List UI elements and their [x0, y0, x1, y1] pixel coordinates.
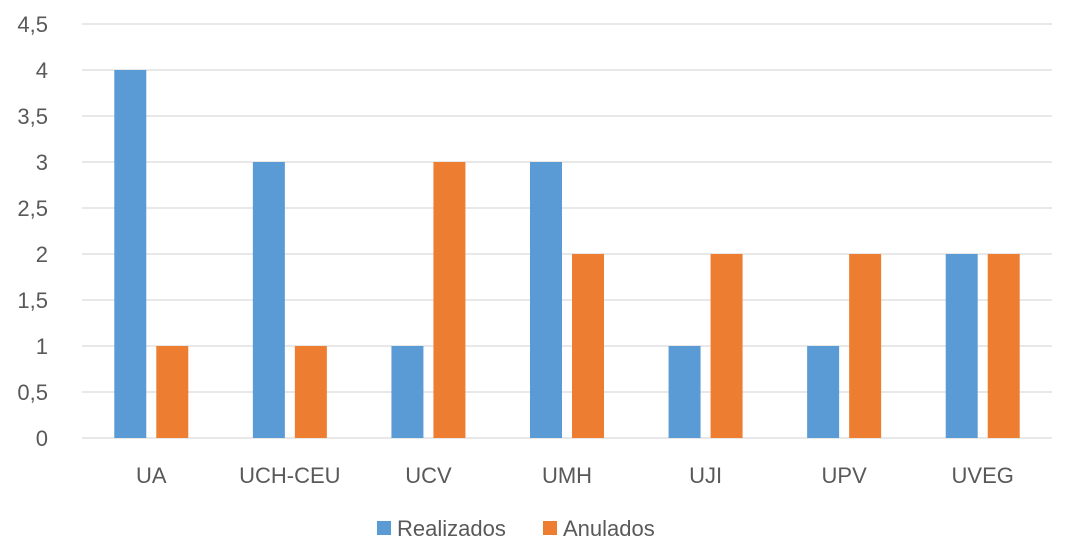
bar-realizados-uveg — [945, 254, 978, 438]
y-tick-label: 1 — [36, 334, 48, 359]
y-tick-label: 0 — [36, 426, 48, 451]
bar-realizados-upv — [807, 346, 840, 438]
y-tick-label: 4,5 — [17, 12, 48, 37]
legend: Realizados Anulados — [377, 516, 655, 541]
bar-anulados-upv — [849, 254, 882, 438]
x-tick-label: UCV — [405, 463, 452, 488]
x-tick-label: UCH-CEU — [239, 463, 340, 488]
bar-anulados-uveg — [987, 254, 1020, 438]
legend-label-anulados: Anulados — [563, 516, 655, 541]
y-tick-label: 3,5 — [17, 104, 48, 129]
bar-realizados-umh — [530, 162, 562, 438]
x-tick-label: UPV — [822, 463, 868, 488]
x-axis-ticks: UA UCH-CEU UCV UMH UJI UPV UVEG — [136, 463, 1014, 488]
x-tick-label: UA — [136, 463, 167, 488]
bar-anulados-uch-ceu — [294, 346, 327, 438]
y-tick-label: 3 — [36, 150, 48, 175]
bars — [114, 70, 1020, 438]
y-tick-label: 0,5 — [17, 380, 48, 405]
bar-anulados-uji — [710, 254, 743, 438]
bar-realizados-ucv — [391, 346, 424, 438]
legend-swatch-realizados — [377, 521, 391, 535]
bar-anulados-ucv — [433, 162, 466, 438]
bar-realizados-uji — [668, 346, 701, 438]
bar-realizados-uch-ceu — [252, 162, 285, 438]
x-tick-label: UMH — [542, 463, 592, 488]
legend-label-realizados: Realizados — [397, 516, 506, 541]
gridlines — [82, 23, 1052, 439]
bar-anulados-ua — [156, 346, 189, 438]
y-axis-ticks: 0 0,5 1 1,5 2 2,5 3 3,5 4 4,5 — [17, 12, 48, 451]
x-tick-label: UJI — [689, 463, 722, 488]
y-tick-label: 2 — [36, 242, 48, 267]
bar-realizados-ua — [114, 70, 147, 438]
y-tick-label: 4 — [36, 58, 48, 83]
legend-swatch-anulados — [543, 521, 557, 535]
y-tick-label: 1,5 — [17, 288, 48, 313]
x-tick-label: UVEG — [952, 463, 1014, 488]
y-tick-label: 2,5 — [17, 196, 48, 221]
bar-anulados-umh — [572, 254, 604, 438]
